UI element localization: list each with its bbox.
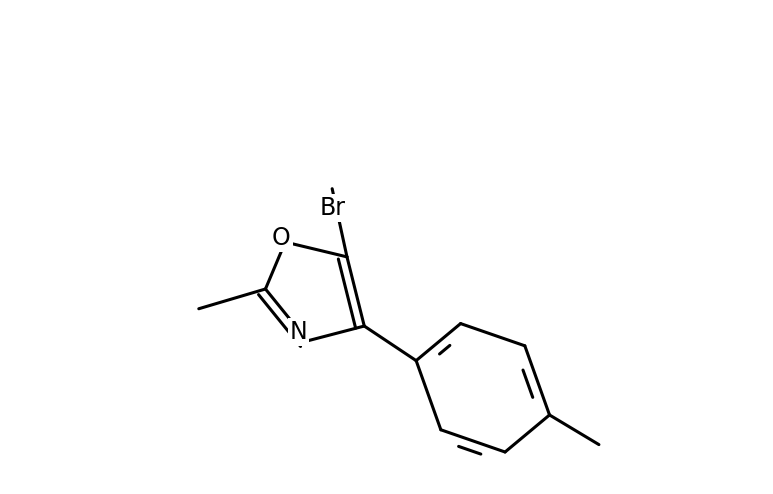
Text: O: O	[272, 226, 291, 250]
Text: Br: Br	[319, 196, 346, 220]
Text: N: N	[290, 320, 308, 344]
